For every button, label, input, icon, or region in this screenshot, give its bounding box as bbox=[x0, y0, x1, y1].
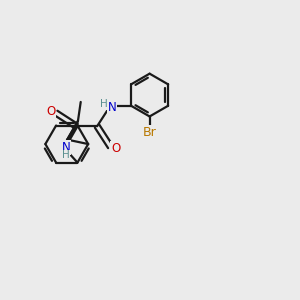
Text: H: H bbox=[100, 99, 108, 109]
Text: Br: Br bbox=[143, 126, 157, 139]
Text: O: O bbox=[111, 142, 120, 155]
Text: H: H bbox=[62, 150, 70, 160]
Text: N: N bbox=[61, 141, 70, 154]
Text: N: N bbox=[107, 101, 116, 114]
Text: O: O bbox=[46, 105, 55, 118]
